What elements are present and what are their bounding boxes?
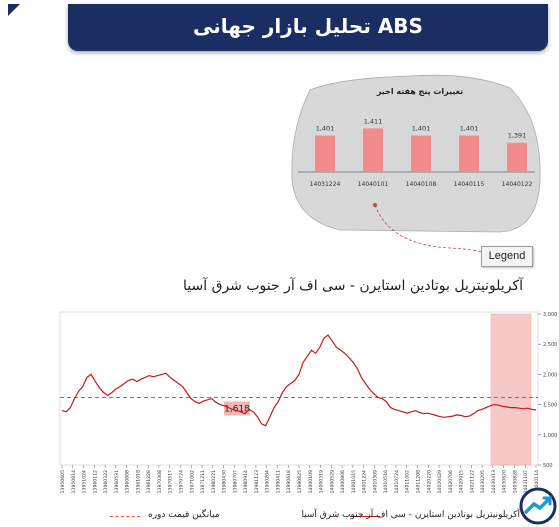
x-tick-label: 14031107: [523, 470, 529, 493]
x-tick-label: 13990411: [275, 470, 281, 493]
y-tick-label: 1,500: [543, 403, 557, 409]
x-tick-label: 13981123: [254, 470, 260, 493]
x-tick-label: 13990618: [286, 470, 292, 493]
x-tick-label: 13970724: [179, 470, 185, 493]
x-tick-label: 14030413: [491, 470, 497, 493]
x-tick-label: 14030828: [512, 470, 518, 493]
inset-category-label: 14040122: [502, 181, 533, 188]
x-tick-label: 13980430: [222, 470, 228, 493]
inset-bar: [315, 135, 335, 172]
highlight-region: [490, 313, 532, 466]
y-tick-label: 1,000: [543, 433, 557, 439]
main-line-chart: 500 1,000 1,500 2,000 2,500 3,000 13950605 139…: [59, 311, 557, 493]
x-tick-label: 13971211: [200, 470, 206, 493]
x-tick-label: 14020220: [426, 470, 432, 493]
x-tick-label: 14000319: [319, 470, 325, 493]
y-tick-label: 2,000: [543, 372, 557, 378]
x-tick-label: 14000806: [340, 470, 346, 493]
x-tick-label: 14030205: [480, 470, 486, 493]
main-chart-title: آکریلونیتریل بوتادین استایرن - سی اف آر …: [183, 278, 523, 294]
x-tick-label: 13951024: [82, 470, 88, 493]
x-tick-label: 13970308: [157, 470, 163, 493]
x-tick-label: 14020429: [437, 470, 443, 493]
x-tick-label: 13950605: [60, 470, 66, 493]
legend-item-average: میانگین قیمت دوره: [148, 510, 220, 520]
legend-swatch-series: [350, 516, 380, 517]
x-tick-label: 14021122: [469, 470, 475, 493]
inset-bar: [507, 142, 527, 172]
x-tick-label: 14040114: [534, 470, 540, 493]
x-tick-label: 14011002: [405, 470, 411, 493]
x-tick-label: 13960112: [92, 470, 98, 493]
legend-button[interactable]: Legend: [481, 246, 533, 267]
x-tick-label: 14000109: [308, 470, 314, 493]
inset-category-label: 14031224: [310, 181, 341, 188]
x-tick-label: 13990825: [297, 470, 303, 493]
x-tick-label: 13980707: [232, 470, 238, 493]
x-tick-label: 14010724: [394, 470, 400, 493]
inset-bar-value-label: 1,401: [412, 125, 431, 133]
brand-logo-icon: [519, 487, 557, 525]
x-tick-label: 13960322: [103, 470, 109, 493]
x-tick-label: 13960808: [125, 470, 131, 493]
x-tick-label: 14010516: [383, 470, 389, 493]
x-tick-label: 14011208: [416, 470, 422, 493]
inset-chart-title: تغییرات پنج هفته اخیر: [376, 87, 463, 96]
average-value-box: [224, 401, 250, 416]
x-tick-label: 14001015: [351, 470, 357, 493]
average-value-label: 1,618: [224, 404, 250, 414]
legend-item-series: آکریلونیتریل بوتادین استایرن - سی اف آر …: [301, 510, 520, 520]
inset-bar-value-label: 1,391: [508, 132, 527, 140]
inset-bar-value-label: 1,401: [316, 125, 335, 133]
x-tick-label: 13971002: [189, 470, 195, 493]
y-tick-label: 500: [543, 463, 553, 469]
inset-bar: [411, 135, 431, 172]
x-tick-label: 13961018: [135, 470, 141, 493]
inset-bar: [459, 135, 479, 172]
x-tick-label: 14020706: [448, 470, 454, 493]
x-tick-label: 13980914: [243, 470, 249, 493]
inset-category-label: 14040115: [454, 181, 485, 188]
inset-category-label: 14040108: [406, 181, 437, 188]
inset-bar-value-label: 1,411: [364, 117, 383, 125]
chart-legend: آکریلونیتریل بوتادین استایرن - سی اف آر …: [100, 508, 520, 524]
x-tick-label: 13950814: [71, 470, 77, 493]
page-title: تحلیل بازار جهانی ABS: [193, 14, 423, 38]
x-tick-label: 14000529: [329, 470, 335, 493]
x-tick-label: 14010309: [372, 470, 378, 493]
x-tick-label: 13990204: [265, 470, 271, 493]
legend-swatch-average: [110, 516, 140, 517]
y-tick-label: 3,000: [543, 312, 557, 318]
x-tick-label: 13980221: [211, 470, 217, 493]
price-series-line: [61, 334, 537, 427]
inset-bar-chart: تغییرات پنج هفته اخیر 1,401 14031224 1,411…: [291, 74, 541, 233]
corner-mark-icon: [8, 4, 20, 16]
inset-bar-value-label: 1,401: [460, 125, 479, 133]
x-tick-label: 13970517: [168, 470, 174, 493]
x-tick-label: 13960531: [114, 470, 120, 493]
x-tick-label: 13961228: [146, 470, 152, 493]
x-tick-label: 14030620: [502, 470, 508, 493]
x-tick-label: 14001224: [362, 470, 368, 493]
plot-area-border: [59, 311, 539, 466]
y-tick-label: 2,500: [543, 342, 557, 348]
header-banner: تحلیل بازار جهانی ABS: [68, 4, 548, 51]
inset-category-label: 14040101: [358, 181, 389, 188]
inset-bar: [363, 128, 383, 172]
x-tick-label: 14020915: [459, 470, 465, 493]
